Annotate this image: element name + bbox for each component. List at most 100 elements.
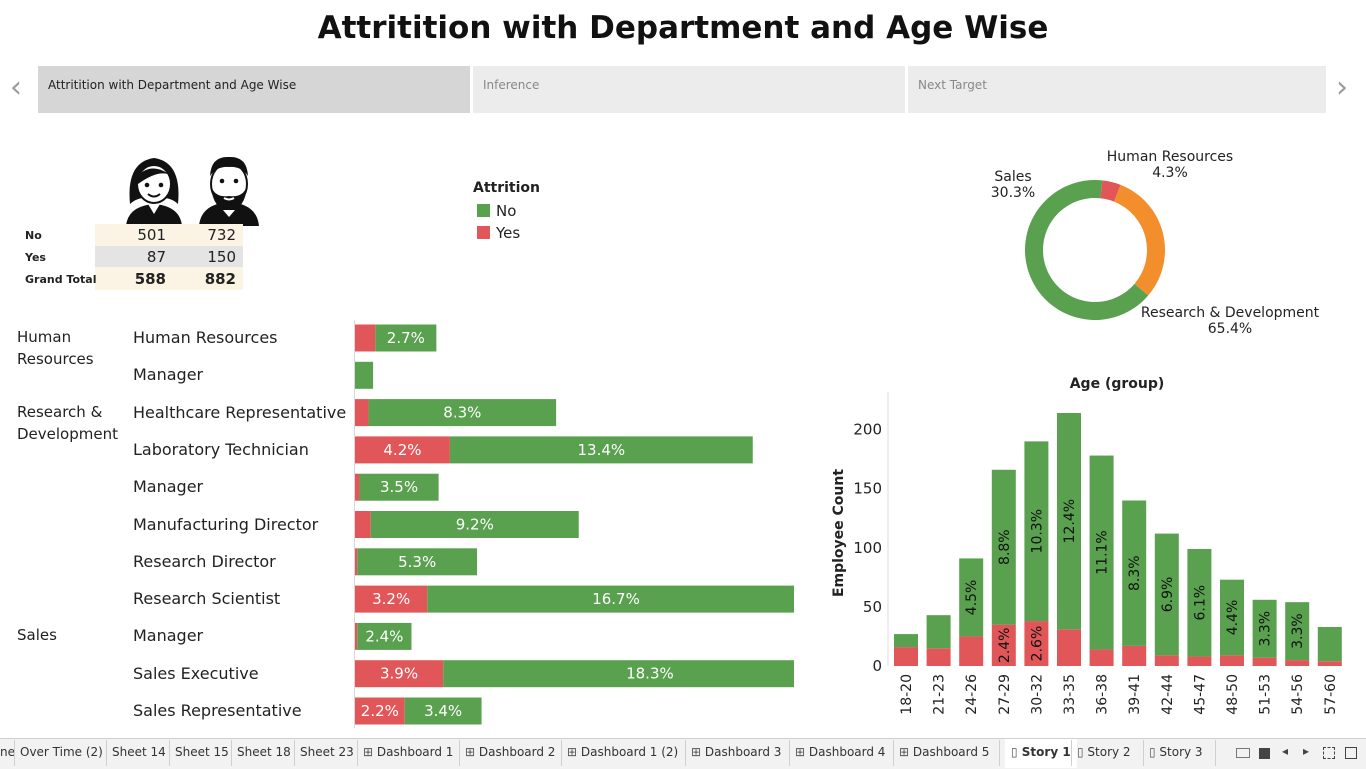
age-group-bar-chart[interactable]: Age (group) Employee Count 0 50 100 150 200 18-…	[820, 370, 1360, 736]
age-bar-yes[interactable]	[1187, 656, 1212, 666]
role-bar-yes[interactable]	[355, 585, 428, 613]
sheet-tab[interactable]: ⊞ Dashboard 3	[691, 745, 781, 759]
sheet-tab[interactable]: ⊞ Dashboard 5	[899, 745, 989, 759]
crosstab-row-label-yes: Yes	[25, 251, 46, 264]
age-bar-yes[interactable]	[1057, 629, 1081, 666]
age-bar-yes[interactable]	[1317, 661, 1342, 666]
role-bar-no[interactable]	[368, 399, 557, 427]
tab-separator	[231, 740, 232, 766]
sheet-tab[interactable]: ▯ Story 1	[1005, 739, 1077, 768]
filmstrip-view-icon[interactable]	[1259, 748, 1270, 759]
age-bar-yes[interactable]	[1122, 645, 1147, 666]
fullscreen-icon[interactable]	[1323, 747, 1335, 759]
role-bar-no[interactable]	[357, 622, 412, 650]
sheet-tab[interactable]: ▯ Story 3	[1149, 745, 1203, 759]
age-bar-yes[interactable]	[1089, 649, 1114, 666]
sheet-tab[interactable]: Sheet 23	[300, 745, 354, 759]
story-point-1[interactable]: Attritition with Department and Age Wise	[38, 66, 470, 113]
legend-item-yes[interactable]: Yes	[477, 224, 520, 242]
age-bar-yes[interactable]	[959, 636, 984, 666]
age-bar-no[interactable]	[1252, 599, 1277, 658]
donut-slice-human-resources[interactable]	[1100, 180, 1121, 202]
sheet-tab[interactable]: ⊞ Dashboard 1	[363, 745, 453, 759]
tab-separator	[106, 740, 107, 766]
female-icon	[126, 158, 182, 226]
role-bar-no[interactable]	[443, 660, 794, 688]
sheet-tab[interactable]: ⊞ Dashboard 2	[465, 745, 555, 759]
previous-story-point-arrow-icon[interactable]: ‹	[10, 70, 22, 105]
department-role-bar-chart[interactable]: 2.7% 8.3% 4.2% 13.4% 3.5% 9.2% 5.3% 3.2% 16.7% 2.…	[354, 320, 794, 730]
sheet-tab[interactable]: ne	[0, 745, 15, 759]
age-bar-no[interactable]	[1057, 413, 1081, 630]
role-bar-no[interactable]	[404, 697, 482, 725]
story-point-2[interactable]: Inference	[473, 66, 905, 113]
age-bar-no[interactable]	[1317, 626, 1342, 662]
age-bar-no[interactable]	[1285, 602, 1310, 661]
age-bar-yes[interactable]	[1285, 660, 1310, 666]
sheet-tab[interactable]: ⊞ Dashboard 1 (2)	[567, 745, 678, 759]
age-bar-no[interactable]	[1122, 500, 1147, 646]
sheet-tab[interactable]: Sheet 18	[237, 745, 291, 759]
role-bar-no[interactable]	[375, 324, 437, 352]
age-bar-no[interactable]	[926, 615, 951, 649]
age-chart-title: Age (group)	[1070, 376, 1165, 392]
legend-item-no[interactable]: No	[477, 202, 516, 220]
legend-swatch-yes	[477, 226, 490, 239]
department-label: Research & Development	[17, 402, 118, 443]
age-bar-no[interactable]	[894, 634, 918, 648]
grid-view-icon[interactable]	[1236, 748, 1250, 758]
role-bar-yes[interactable]	[355, 622, 358, 650]
age-bar-yes[interactable]	[1154, 655, 1179, 666]
role-bar-no[interactable]	[359, 473, 439, 501]
story-icon: ▯	[1011, 745, 1022, 759]
role-bar-no[interactable]	[427, 585, 794, 613]
role-bar-yes[interactable]	[355, 436, 450, 464]
age-bar-yes[interactable]	[1220, 655, 1244, 666]
department-donut-chart[interactable]	[1020, 175, 1170, 325]
role-bar-no[interactable]	[357, 548, 478, 576]
sheet-tab-label: Story 3	[1159, 745, 1203, 759]
role-bar-yes[interactable]	[355, 548, 358, 576]
sheet-tab[interactable]: Sheet 15	[175, 745, 229, 759]
next-story-point-arrow-icon[interactable]: ›	[1336, 70, 1348, 105]
role-bar-yes[interactable]	[355, 697, 405, 725]
role-bar-yes[interactable]	[355, 660, 444, 688]
donut-slice-sales[interactable]	[1114, 184, 1165, 296]
age-bar-yes[interactable]	[894, 647, 918, 666]
role-bar-yes[interactable]	[355, 473, 360, 501]
age-bar-yes[interactable]	[991, 624, 1016, 666]
age-bar-no[interactable]	[991, 469, 1016, 625]
role-bar-yes[interactable]	[355, 324, 376, 352]
role-bar-no[interactable]	[370, 511, 579, 538]
age-bar-no[interactable]	[1220, 579, 1244, 656]
presentation-mode-icon[interactable]	[1345, 747, 1357, 759]
sheet-tab-label: ne	[0, 745, 15, 759]
pie-label-research-development: Research & Development 65.4%	[1140, 305, 1320, 337]
donut-slice-research-development[interactable]	[1025, 180, 1149, 320]
age-bar-no[interactable]	[1024, 441, 1049, 622]
age-bar-yes[interactable]	[1024, 621, 1049, 666]
previous-sheet-arrow-icon[interactable]: ◂	[1282, 744, 1289, 758]
age-bar-no[interactable]	[1089, 455, 1114, 650]
role-bar-yes[interactable]	[355, 399, 369, 427]
sheet-tab-label: Sheet 14	[112, 745, 166, 759]
role-bar-yes[interactable]	[355, 511, 371, 538]
story-point-3[interactable]: Next Target	[908, 66, 1326, 113]
role-bar-no-label: 3.4%	[424, 702, 462, 720]
sheet-tab-label: Over Time (2)	[20, 745, 103, 759]
sheet-tab[interactable]: ▯ Story 2	[1077, 745, 1131, 759]
age-bar-no[interactable]	[1187, 548, 1212, 657]
next-sheet-arrow-icon[interactable]: ▸	[1303, 744, 1310, 758]
sheet-tab[interactable]: Over Time (2)	[20, 745, 103, 759]
sheet-tab[interactable]: ⊞ Dashboard 4	[795, 745, 885, 759]
role-bar-no[interactable]	[355, 361, 374, 389]
age-bar-no[interactable]	[959, 558, 984, 637]
age-bar-no[interactable]	[1154, 533, 1179, 656]
department-label: Sales	[17, 626, 57, 645]
sheet-tab[interactable]: Sheet 14	[112, 745, 166, 759]
age-bar-yes[interactable]	[1252, 657, 1277, 666]
role-bar-no[interactable]	[449, 436, 753, 464]
age-chart-x-tick: 18-20	[899, 674, 915, 715]
age-bar-yes[interactable]	[926, 648, 951, 666]
age-chart-y-tick: 50	[863, 598, 882, 616]
